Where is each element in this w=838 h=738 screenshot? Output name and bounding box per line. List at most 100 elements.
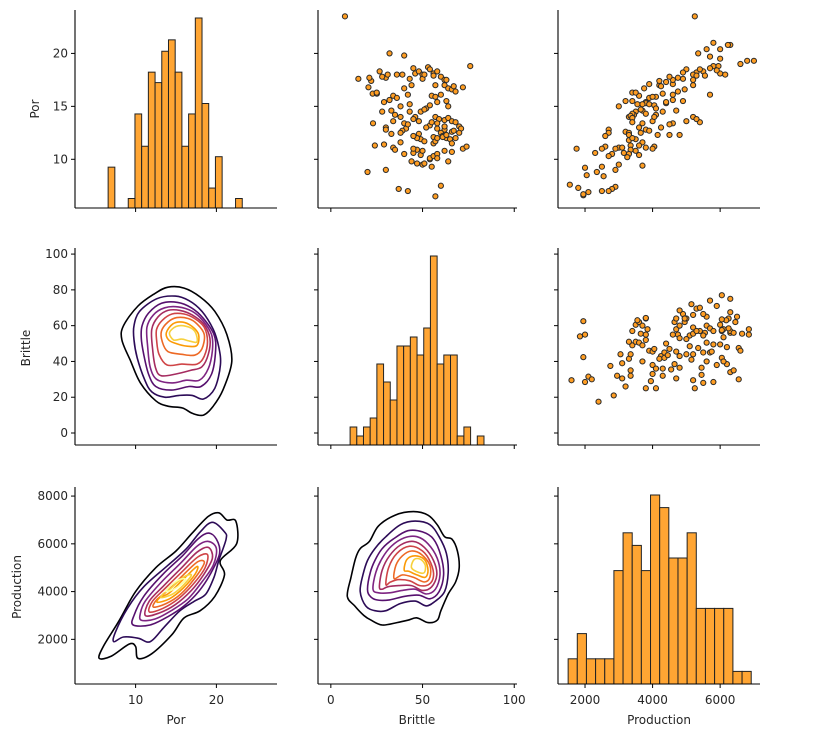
scatter-point — [605, 187, 612, 195]
scatter-point — [737, 347, 744, 354]
scatter-point — [437, 91, 444, 98]
scatter-point — [588, 376, 595, 383]
scatter-point — [617, 351, 624, 358]
scatter-point — [646, 81, 653, 88]
hist-bar — [659, 507, 670, 685]
scatter-point — [651, 113, 658, 121]
scatter-point — [634, 317, 641, 324]
scatter-point — [463, 143, 470, 150]
hist-bar — [695, 607, 706, 685]
y-tick-label: 6000 — [37, 537, 68, 551]
hist-bar — [362, 426, 371, 446]
scatter-point — [649, 370, 656, 378]
scatter-point — [627, 367, 634, 374]
scatter-point — [700, 349, 707, 356]
scatter-point — [380, 99, 388, 106]
hist-bar — [409, 336, 418, 446]
x-tick-label: 2000 — [570, 693, 601, 707]
scatter-point — [679, 75, 687, 82]
scatter-point — [691, 385, 698, 392]
scatter-point — [593, 168, 600, 176]
scatter-point — [669, 331, 676, 338]
kde-contour-level-6 — [155, 312, 209, 367]
scatter-point — [738, 330, 746, 337]
scatter-point — [432, 193, 439, 200]
kde-brittle-vs-por-panel: 0 20 40 60 80 100 — [45, 247, 277, 449]
scatter-point — [382, 126, 389, 133]
scatter-point — [662, 340, 670, 347]
scatter-point — [659, 90, 666, 97]
scatter-point — [723, 344, 730, 351]
scatter-point — [434, 135, 441, 142]
scatter-point — [384, 71, 391, 78]
kde-contour-level-2 — [132, 295, 222, 401]
scatter-point — [450, 127, 457, 134]
hist-bar — [567, 658, 578, 685]
kde-contour-level-3 — [140, 301, 217, 391]
y-tick-label: 4000 — [37, 585, 68, 599]
scatter-point — [703, 46, 710, 53]
scatter-point — [622, 383, 629, 390]
x-tick-label: 10 — [128, 693, 143, 707]
scatter-point — [676, 352, 683, 360]
scatter-point — [371, 142, 378, 149]
scatter-point — [595, 398, 602, 405]
scatter-point — [393, 71, 400, 78]
scatter-point — [710, 378, 717, 386]
scatter-point — [652, 365, 660, 372]
scatter-point — [421, 138, 428, 145]
kde-contour-level-10 — [165, 577, 187, 593]
scatter-point — [639, 342, 646, 349]
hist-bar — [154, 82, 163, 209]
hist-bar — [201, 103, 210, 209]
scatter-point — [676, 335, 683, 342]
scatter-point — [639, 322, 646, 329]
scatter-point — [673, 348, 680, 355]
x-tick-label: 6000 — [705, 693, 736, 707]
scatter-point — [410, 145, 417, 152]
scatter-point — [379, 108, 386, 115]
scatter-point — [443, 76, 450, 83]
y-tick-label: 60 — [53, 319, 68, 333]
hist-bar — [640, 570, 652, 685]
scatter-point — [671, 361, 678, 368]
scatter-point — [432, 82, 439, 89]
scatter-point — [379, 73, 386, 80]
scatter-point — [686, 343, 693, 350]
scatter-point — [625, 338, 633, 345]
hist-bar — [416, 354, 425, 446]
hist-bar — [476, 435, 485, 446]
scatter-point — [443, 97, 450, 105]
scatter-point — [659, 365, 666, 372]
hist-bar — [141, 145, 149, 209]
scatter-point — [703, 358, 710, 365]
hist-bar — [595, 658, 606, 685]
scatter-por-vs-brittle-panel — [314, 10, 517, 212]
scatter-point — [698, 371, 705, 378]
scatter-point — [413, 160, 421, 167]
scatter-point — [581, 378, 589, 386]
scatter-point — [732, 318, 739, 326]
scatter-point — [624, 154, 631, 161]
scatter-point — [632, 89, 639, 96]
scatter-point — [730, 367, 737, 374]
x-tick-label: 4000 — [637, 693, 668, 707]
scatter-point — [423, 124, 430, 131]
scatter-point — [635, 124, 643, 131]
hist-bar — [631, 544, 642, 685]
hist-bar — [214, 156, 223, 209]
scatter-point — [445, 158, 452, 165]
scatter-point — [652, 385, 660, 392]
scatter-point — [656, 77, 663, 85]
scatter-point — [434, 120, 441, 127]
scatter-point — [404, 121, 411, 128]
kde-contour-level-5 — [378, 540, 438, 592]
scatter-point — [713, 302, 720, 310]
scatter-point — [717, 55, 724, 62]
scatter-point — [681, 86, 688, 93]
scatter-point — [722, 71, 729, 78]
scatter-point — [441, 147, 448, 154]
scatter-point — [700, 310, 707, 318]
hist-bar — [194, 17, 203, 209]
scatter-point — [355, 75, 362, 82]
